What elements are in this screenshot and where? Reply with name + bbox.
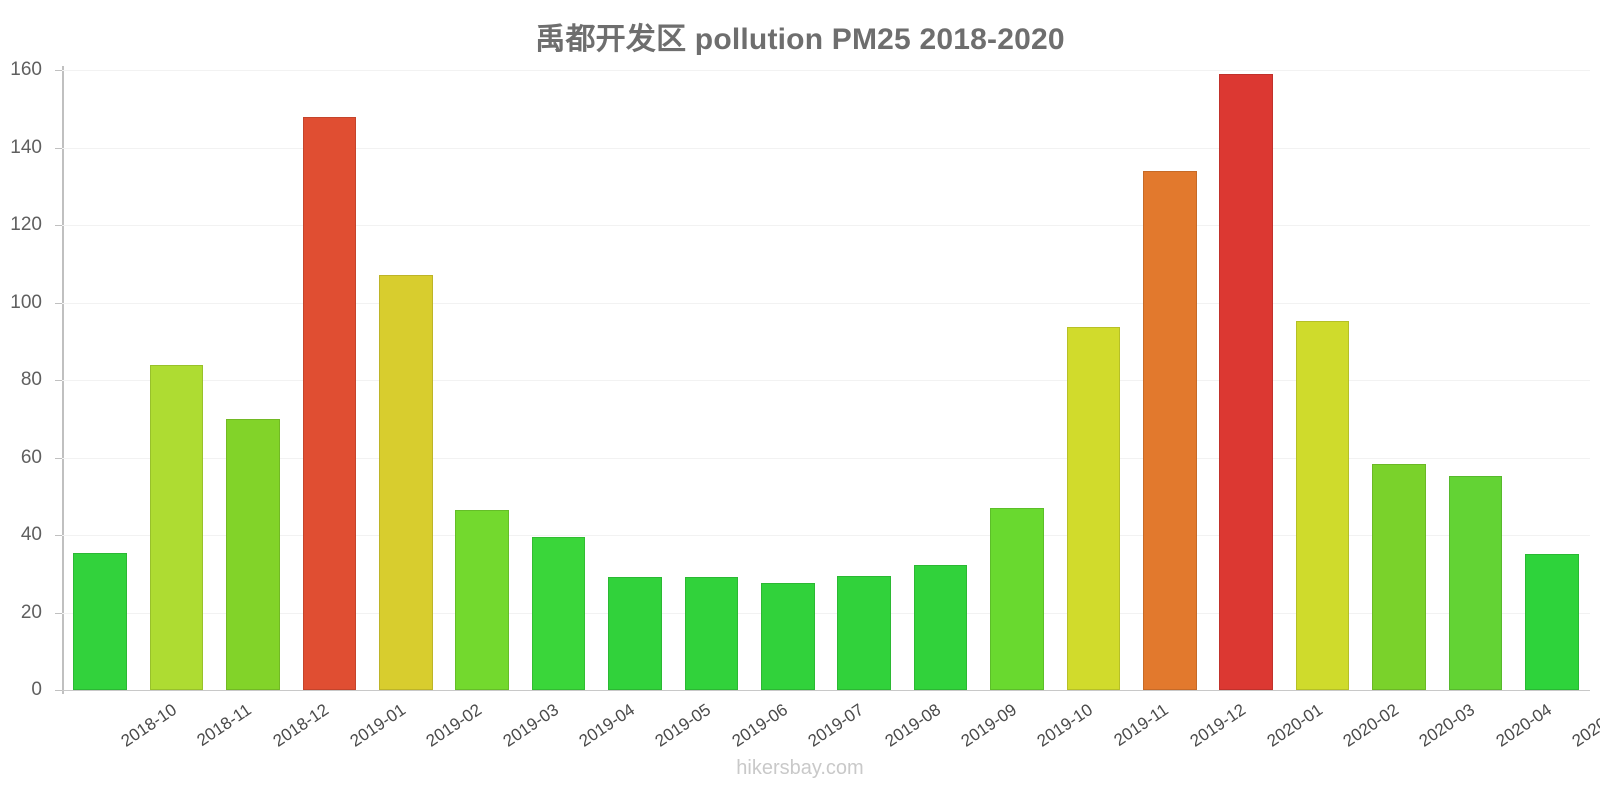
gridline	[62, 225, 1590, 226]
y-tick-mark	[55, 225, 62, 226]
x-tick-label-2020-05: 2020-05	[1568, 700, 1600, 751]
x-tick-label-2019-10: 2019-10	[1034, 700, 1097, 751]
y-tick-mark	[55, 70, 62, 71]
x-tick-label-2020-01: 2020-01	[1263, 700, 1326, 751]
bar-2019-05[interactable]	[608, 577, 662, 690]
bar-2019-07[interactable]	[761, 582, 815, 690]
bar-2020-03[interactable]	[1372, 464, 1426, 690]
x-tick-label-2019-04: 2019-04	[575, 700, 639, 751]
x-tick-label-2020-03: 2020-03	[1416, 700, 1479, 751]
bar-2019-10[interactable]	[990, 507, 1044, 690]
gridline	[62, 690, 1590, 691]
gridline	[62, 147, 1590, 149]
gridline	[62, 457, 1590, 459]
bar-2020-01[interactable]	[1219, 73, 1273, 690]
x-tick-label-2019-03: 2019-03	[499, 700, 562, 751]
gridline	[62, 380, 1590, 381]
x-tick-label-2018-11: 2018-11	[193, 700, 255, 750]
gridline	[62, 535, 1590, 536]
y-tick-mark	[55, 147, 62, 149]
y-tick-label: 0	[31, 679, 42, 700]
x-tick-label-2019-01: 2019-01	[346, 700, 409, 751]
site-watermark: hikersbay.com	[736, 757, 864, 779]
bar-2020-02[interactable]	[1295, 321, 1350, 690]
gridline	[62, 70, 1590, 71]
y-tick-label: 120	[10, 214, 42, 235]
chart-title: 禹都开发区 pollution PM25 2018-2020	[535, 23, 1065, 56]
bar-2020-04[interactable]	[1448, 476, 1503, 690]
x-tick-label-2018-10: 2018-10	[117, 700, 180, 751]
x-axis-labels: 2018-10 2018-11 2018-12 2019-01 2019-02 2019-…	[62, 694, 1600, 764]
y-tick-label: 100	[10, 291, 42, 313]
y-tick-mark	[55, 535, 62, 536]
bar-2019-04[interactable]	[531, 537, 586, 690]
y-tick-label: 140	[10, 136, 42, 158]
x-tick-label-2019-11: 2019-11	[1110, 700, 1172, 750]
x-tick-label-2019-05: 2019-05	[652, 700, 715, 751]
x-tick-label-2019-07: 2019-07	[804, 700, 868, 751]
x-tick-label-2020-02: 2020-02	[1339, 700, 1403, 751]
x-tick-label-2019-12: 2019-12	[1186, 700, 1250, 751]
y-tick-mark	[55, 380, 62, 381]
y-tick-label: 80	[20, 369, 42, 390]
bar-2019-09[interactable]	[913, 565, 968, 690]
bar-2019-01[interactable]	[302, 116, 357, 690]
y-tick-mark	[55, 302, 62, 304]
bar-2020-05[interactable]	[1525, 554, 1579, 690]
y-tick-mark	[55, 612, 62, 614]
gridline	[62, 302, 1590, 304]
x-tick-label-2019-08: 2019-08	[881, 700, 944, 751]
bar-2019-12[interactable]	[1143, 170, 1197, 690]
bar-2018-10[interactable]	[73, 552, 127, 690]
x-tick-label-2019-06: 2019-06	[728, 700, 791, 751]
x-tick-label-2018-12: 2018-12	[270, 700, 333, 751]
x-tick-label-2020-04: 2020-04	[1492, 700, 1555, 751]
bar-2018-12[interactable]	[226, 418, 280, 690]
bar-2019-02[interactable]	[379, 275, 433, 690]
x-tick-label-2019-09: 2019-09	[957, 700, 1021, 751]
bar-2018-11[interactable]	[149, 365, 204, 690]
y-tick-label: 60	[20, 446, 42, 468]
y-tick-label: 160	[10, 59, 42, 80]
bar-2019-08[interactable]	[837, 576, 891, 690]
y-tick-label: 20	[20, 601, 42, 623]
y-tick-mark	[55, 457, 62, 459]
x-tick-label-2019-02: 2019-02	[422, 700, 486, 751]
bar-2019-11[interactable]	[1066, 326, 1121, 690]
y-tick-mark	[55, 690, 62, 691]
gridline	[62, 612, 1590, 614]
bars-layer	[62, 70, 1590, 690]
bar-2019-03[interactable]	[455, 509, 509, 690]
y-tick-label: 40	[20, 524, 42, 545]
plot-area: 0 20 40 60 80 100 120 140 160	[10, 59, 1590, 700]
bar-2019-06[interactable]	[684, 577, 739, 690]
